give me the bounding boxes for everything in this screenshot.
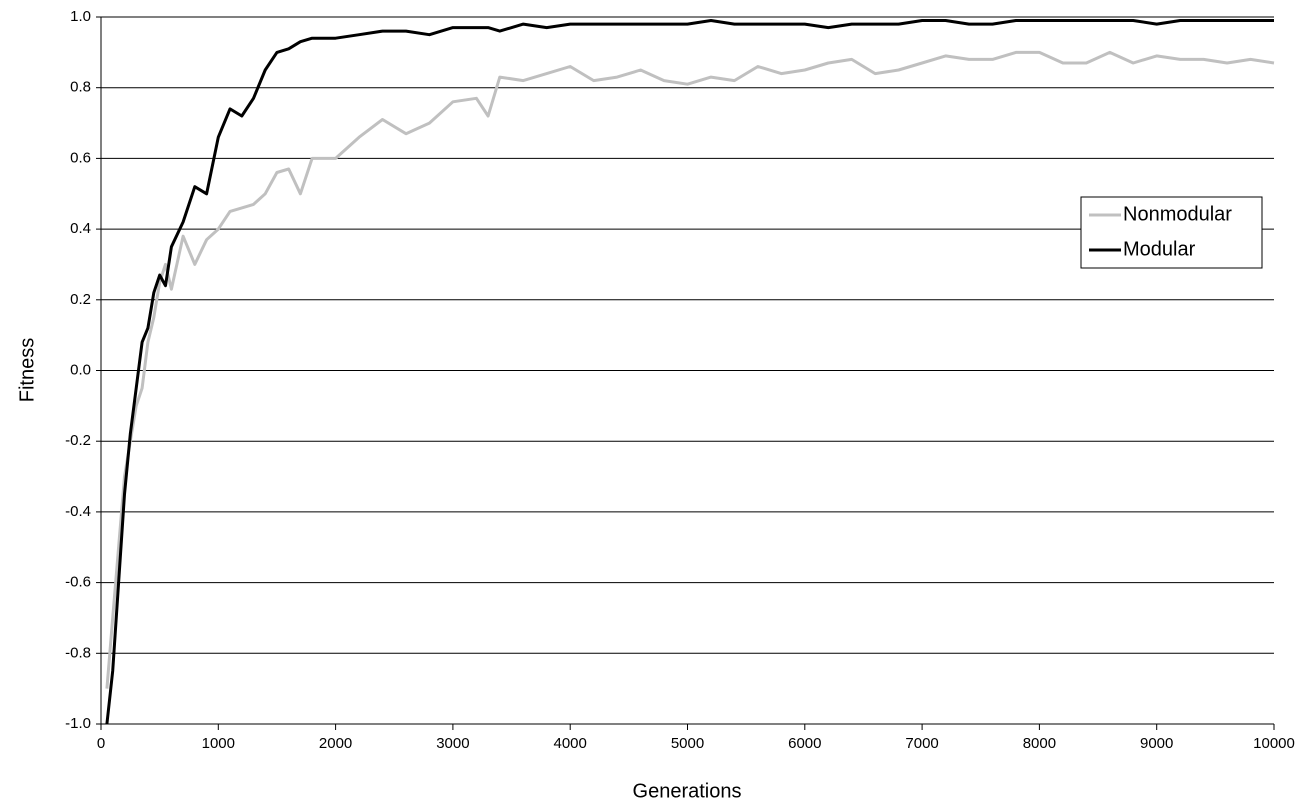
- x-tick-label: 0: [97, 735, 105, 752]
- y-tick-label: 0.4: [70, 220, 91, 237]
- legend-label: Nonmodular: [1123, 203, 1232, 225]
- y-tick-label: 1.0: [70, 8, 91, 25]
- y-tick-label: 0.0: [70, 361, 91, 378]
- y-tick-label: -0.4: [65, 503, 91, 520]
- y-tick-label: 0.6: [70, 149, 91, 166]
- x-axis-label: Generations: [633, 780, 742, 802]
- y-tick-label: -0.6: [65, 574, 91, 591]
- y-tick-label: 0.8: [70, 79, 91, 96]
- series-line: [105, 50, 1275, 689]
- x-tick-label: 4000: [554, 735, 587, 752]
- y-tick-label: 0.2: [70, 291, 91, 308]
- series-line: [105, 19, 1274, 725]
- x-tick-label: 1000: [202, 735, 235, 752]
- y-tick-label: -1.0: [65, 715, 91, 732]
- x-tick-label: 10000: [1253, 735, 1295, 752]
- y-axis-label: Fitness: [16, 338, 38, 402]
- x-tick-label: 6000: [788, 735, 821, 752]
- legend-label: Modular: [1123, 238, 1196, 260]
- legend-box: [1080, 196, 1263, 269]
- x-tick-label: 8000: [1023, 735, 1056, 752]
- x-tick-label: 3000: [436, 735, 469, 752]
- x-tick-label: 5000: [671, 735, 704, 752]
- y-tick-label: -0.8: [65, 644, 91, 661]
- x-tick-label: 9000: [1140, 735, 1173, 752]
- x-tick-label: 2000: [319, 735, 352, 752]
- y-tick-label: -0.2: [65, 432, 91, 449]
- x-tick-label: 7000: [905, 735, 938, 752]
